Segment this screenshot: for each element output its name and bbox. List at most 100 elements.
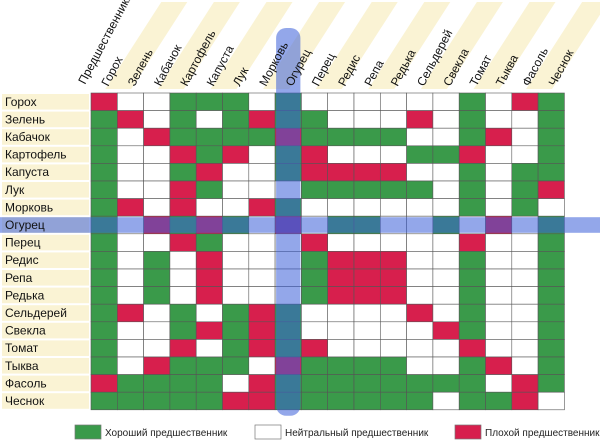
grid-cell (458, 233, 486, 252)
grid-cell (143, 110, 171, 129)
grid-cell (458, 321, 486, 340)
row-label: Сельдерей (5, 306, 67, 320)
grid-cell (353, 286, 381, 305)
grid-cell (117, 127, 144, 147)
grid-cell (222, 233, 250, 252)
grid-cell (511, 303, 539, 323)
row-label: Капуста (5, 165, 49, 179)
grid-cell (327, 198, 355, 217)
highlight-row-band (0, 217, 600, 233)
row-label: Свекла (5, 324, 46, 338)
grid-cell (458, 145, 486, 164)
grid-cell (195, 251, 223, 270)
grid-cell (222, 198, 250, 217)
grid-cell (537, 92, 565, 111)
grid-cell (90, 303, 118, 323)
grid-cell (406, 268, 434, 287)
grid-cell (169, 233, 197, 252)
header-stripe (157, 2, 240, 89)
grid-cell (458, 92, 486, 111)
grid-cell (406, 233, 434, 252)
grid-cell (301, 339, 328, 358)
row-label: Морковь (5, 200, 53, 214)
header-stripe (210, 2, 293, 89)
grid-cell (169, 163, 197, 182)
grid-cell (406, 180, 434, 199)
grid-cell (406, 303, 434, 323)
grid-cell (458, 303, 486, 323)
grid-cell (248, 198, 276, 217)
header-stripe (420, 2, 503, 89)
row-label-bg (2, 322, 89, 339)
grid-cell (301, 286, 328, 305)
legend-label: Плохой предшественник (485, 428, 600, 439)
row-label-bg (2, 287, 89, 304)
grid-cell (143, 180, 171, 199)
grid-cell (432, 145, 460, 164)
row-label-bg (2, 375, 89, 392)
grid-cell (195, 356, 223, 375)
grid-cell (117, 145, 144, 164)
grid-cell (353, 391, 381, 411)
grid-cell (379, 110, 407, 129)
grid-cell (537, 180, 565, 199)
grid-cell (458, 163, 486, 182)
grid-cell (537, 303, 565, 323)
row-label-bg (2, 111, 89, 128)
grid-cell (511, 127, 539, 147)
grid-cell (169, 286, 197, 305)
grid-cell (511, 321, 539, 340)
header-stripes (105, 2, 600, 89)
grid-cell (195, 286, 223, 305)
grid-cell (301, 110, 328, 129)
grid-cell (511, 339, 539, 358)
grid-cell (90, 92, 118, 111)
grid-cell (485, 286, 513, 305)
grid-cell (406, 339, 434, 358)
row-label: Томат (5, 341, 39, 355)
row-label: Перец (5, 236, 41, 250)
grid-cell (248, 127, 276, 147)
row-labels: Горох Зелень Кабачок Картофель Капуста Лук Мор… (5, 95, 67, 408)
grid-cell (143, 303, 171, 323)
grid-cell (379, 127, 407, 147)
grid-cell (511, 374, 539, 393)
grid-cell (511, 233, 539, 252)
grid-cell (90, 286, 118, 305)
grid-cell (485, 198, 513, 217)
legend: Хороший предшественник Нейтральный предше… (74, 424, 600, 440)
grid-cell (222, 145, 250, 164)
grid-cell (222, 180, 250, 199)
grid-cell (485, 303, 513, 323)
grid-cell (511, 180, 539, 199)
grid-cell (485, 321, 513, 340)
grid-cell (222, 127, 250, 147)
grid-cell (169, 145, 197, 164)
grid-cell (327, 374, 355, 393)
grid-cell (353, 251, 381, 270)
row-label: Фасоль (5, 376, 47, 390)
grid-cell (301, 251, 328, 270)
cell-grid (90, 92, 565, 411)
header-stripe (368, 2, 451, 89)
grid-cell (353, 339, 381, 358)
grid-cell (143, 374, 171, 393)
grid-cell (537, 356, 565, 375)
grid-cell (406, 286, 434, 305)
grid-cell (327, 92, 355, 111)
grid-cell (406, 374, 434, 393)
grid-cell (353, 233, 381, 252)
row-label-bg (2, 305, 89, 321)
grid-cell (222, 374, 250, 393)
grid-cell (90, 233, 118, 252)
grid-cell (169, 321, 197, 340)
grid-cell (353, 110, 381, 129)
grid-cell (248, 92, 276, 111)
grid-cell (301, 391, 328, 411)
grid-cell (301, 127, 328, 147)
grid-cell (537, 268, 565, 287)
legend-swatch (254, 424, 282, 440)
grid-cell (143, 268, 171, 287)
grid-cell (353, 180, 381, 199)
